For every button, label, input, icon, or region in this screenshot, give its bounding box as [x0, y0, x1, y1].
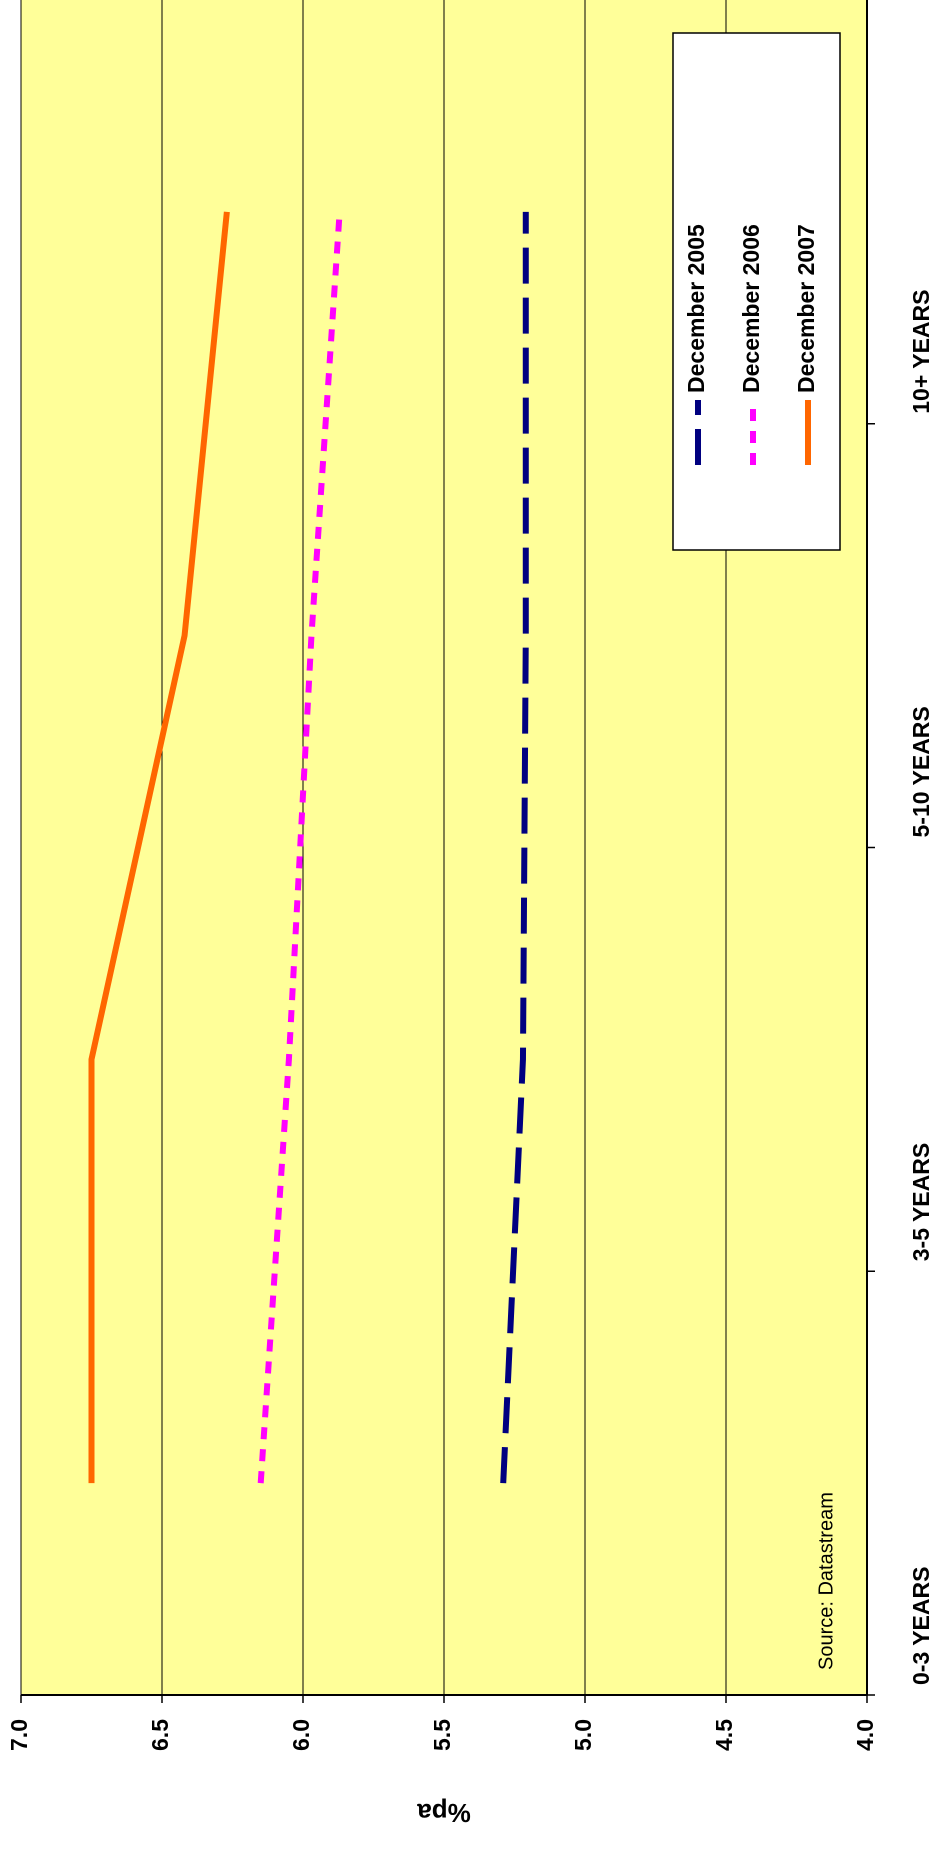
legend-label: December 2007 — [793, 224, 819, 393]
x-tick-label: 0-3 YEARS — [908, 1567, 934, 1685]
y-tick-label: 4.5 — [711, 1719, 737, 1751]
y-tick-label: 5.0 — [570, 1719, 596, 1751]
x-tick-label: 5-10 YEARS — [908, 706, 934, 837]
x-tick-label: 3-5 YEARS — [908, 1143, 934, 1261]
rotated-chart: %pa Source: Datastream 4.0 4.5 5.0 5.5 6.0 6.… — [6, 0, 934, 1828]
y-tick-label: 6.0 — [288, 1719, 314, 1751]
legend-box — [672, 32, 841, 551]
source-note: Source: Datastream — [815, 1492, 837, 1670]
x-tick-label: 10+ YEARS — [908, 290, 934, 414]
series-line — [500, 211, 529, 1484]
y-axis-label: %pa — [417, 1798, 471, 1828]
series-line — [257, 211, 343, 1484]
y-tick-label: 5.5 — [429, 1719, 455, 1751]
y-tick-label: 7.0 — [6, 1719, 32, 1751]
y-tick-label: 6.5 — [147, 1719, 173, 1751]
legend-label: December 2006 — [738, 224, 764, 393]
series-line — [88, 211, 230, 1484]
y-tick-label: 4.0 — [852, 1719, 878, 1751]
legend-label: December 2005 — [683, 224, 709, 393]
